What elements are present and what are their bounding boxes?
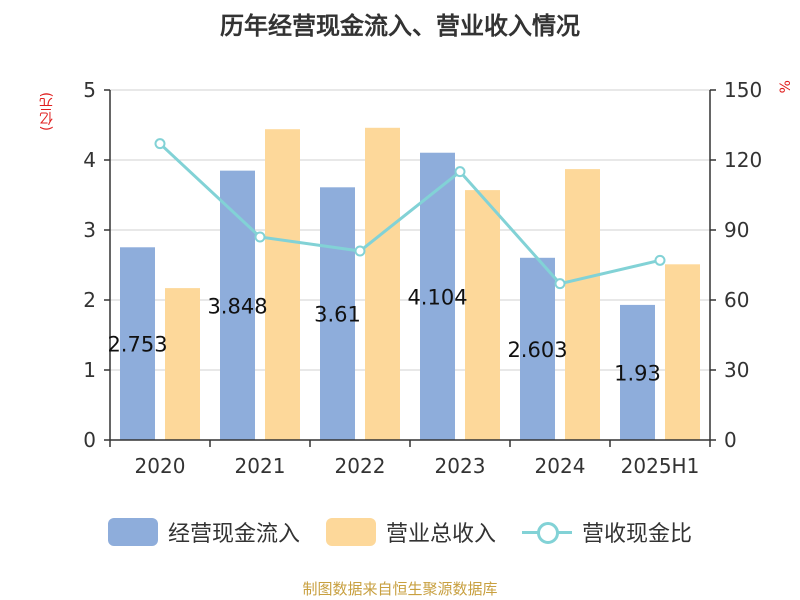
point-cash-ratio — [354, 245, 366, 257]
bar-cash-inflow — [320, 187, 355, 440]
legend-swatch-revenue — [325, 518, 376, 546]
legend-swatch-cash-inflow — [107, 518, 158, 546]
left-tick-label: 1 — [83, 358, 96, 382]
bar-revenue — [665, 264, 700, 440]
legend-item-revenue[interactable]: 营业总收入 — [325, 516, 496, 548]
chart-title: 历年经营现金流入、营业收入情况 — [220, 12, 580, 40]
legend-label-revenue: 营业总收入 — [385, 522, 496, 547]
data-label-cash-inflow: 4.104 — [407, 285, 467, 309]
point-cash-ratio — [554, 278, 566, 290]
bar-revenue — [465, 190, 500, 440]
bar-revenue — [165, 288, 200, 440]
left-tick-label: 4 — [83, 148, 96, 172]
left-tick-label: 2 — [83, 288, 96, 312]
data-label-cash-inflow: 1.93 — [614, 361, 661, 385]
data-label-cash-inflow: 2.753 — [107, 333, 167, 357]
bar-revenue — [565, 169, 600, 440]
right-tick-label: 150 — [724, 78, 762, 102]
right-tick-label: 0 — [724, 428, 737, 452]
right-tick-label: 120 — [724, 148, 762, 172]
data-label-cash-inflow: 3.848 — [207, 294, 267, 318]
data-label-cash-inflow: 2.603 — [507, 338, 567, 362]
x-tick-label: 2023 — [435, 454, 486, 478]
left-tick-label: 5 — [83, 78, 96, 102]
legend: 经营现金流入 营业总收入 营收现金比 — [0, 516, 800, 548]
data-source: 制图数据来自恒生聚源数据库 — [302, 580, 498, 598]
line-cash-ratio — [158, 142, 661, 286]
point-cash-ratio — [154, 138, 166, 150]
left-tick-label: 3 — [83, 218, 96, 242]
point-cash-ratio — [254, 231, 266, 243]
point-cash-ratio — [654, 254, 666, 266]
bar-cash-inflow — [120, 247, 155, 440]
legend-label-cash-inflow: 经营现金流入 — [167, 522, 300, 547]
x-tick-label: 2020 — [135, 454, 186, 478]
bar-cash-inflow — [520, 257, 555, 440]
data-label-cash-inflow: 3.61 — [314, 303, 361, 327]
legend-item-cash-ratio[interactable]: 营收现金比 — [522, 516, 692, 548]
left-tick-label: 0 — [83, 428, 96, 452]
x-tick-label: 2021 — [235, 454, 286, 478]
legend-item-cash-inflow[interactable]: 经营现金流入 — [107, 516, 300, 548]
legend-label-cash-ratio: 营收现金比 — [582, 522, 693, 547]
bar-revenue — [265, 129, 300, 440]
legend-swatch-cash-ratio — [522, 518, 572, 546]
bar-revenue — [365, 127, 400, 441]
right-tick-label: 90 — [724, 218, 749, 242]
point-cash-ratio — [454, 166, 466, 178]
x-tick-label: 2022 — [335, 454, 386, 478]
right-tick-label: 60 — [724, 288, 749, 312]
right-tick-label: 30 — [724, 358, 749, 382]
bar-cash-inflow — [620, 304, 655, 440]
x-tick-label: 2025H1 — [621, 454, 700, 478]
x-tick-label: 2024 — [535, 454, 586, 478]
